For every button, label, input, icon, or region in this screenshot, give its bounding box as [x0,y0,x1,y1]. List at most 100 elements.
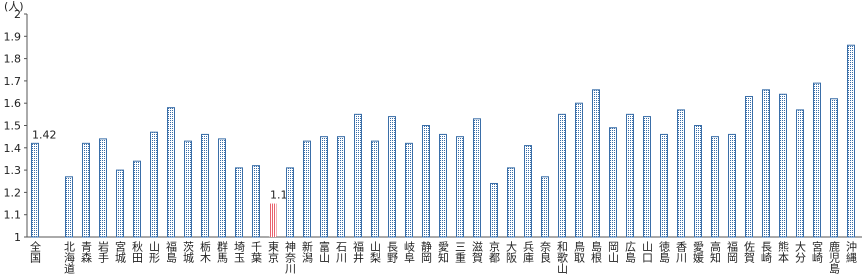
x-tick-label: 北海道 [63,241,76,274]
y-tick-label: 1.2 [4,186,22,199]
bar [592,89,600,238]
x-tick-label: 青森 [80,241,93,264]
x-tick-label: 大分 [794,240,807,263]
y-tick-label: 1.9 [4,30,22,43]
bar [677,109,685,238]
x-tick-label: 大阪 [505,240,518,264]
bar [524,145,532,238]
x-tick-label: 秋田 [131,240,144,263]
x-tick-label: 福井 [352,240,365,264]
x-tick-label: 高知 [709,240,722,264]
x-tick-label: 山口 [641,241,654,263]
x-tick-label: 岡山 [607,241,620,263]
bar [694,125,702,238]
bar [456,136,464,238]
bar [847,44,855,238]
x-tick-label: 愛知 [437,241,450,264]
bar [150,131,158,238]
bar [167,107,175,238]
y-tick-label: 1 [14,231,21,244]
bar [422,125,430,238]
y-axis-label: (人) [4,0,24,13]
x-tick-label: 群馬 [216,240,229,264]
x-tick-label: 岩手 [97,240,110,264]
bar [609,127,617,238]
x-tick-label: 三重 [454,241,467,263]
bar [745,96,753,238]
bar [558,113,566,238]
bar [218,138,226,238]
bar [99,138,107,238]
x-tick-label: 長野 [386,241,399,263]
y-tick-label: 1.4 [4,142,22,155]
x-tick-label: 鳥取 [573,240,586,264]
x-tick-label: 茨城 [182,240,195,263]
bar [473,118,481,238]
data-label: 1.42 [32,128,57,141]
bar [201,133,209,238]
bar [31,142,39,238]
bar [65,176,73,238]
x-tick-label: 石川 [335,241,348,263]
y-tick-label: 1.8 [4,53,22,66]
bar [762,89,770,238]
x-tick-label: 新潟 [301,240,314,264]
bar [354,113,362,238]
x-tick-label: 東京 [267,241,280,264]
y-tick-label: 1.3 [4,164,22,177]
x-tick-label: 奈良 [539,240,552,264]
x-tick-label: 沖縄 [845,241,858,263]
x-tick-label: 京都 [488,240,501,263]
bar [82,142,90,238]
x-tick-label: 鹿児島 [828,240,841,275]
bar [507,167,515,238]
x-tick-label: 熊本 [777,240,790,264]
x-tick-label: 静岡 [420,240,433,264]
y-tick-label: 1.7 [4,75,22,88]
bar [796,109,804,238]
bar [830,98,838,238]
bar [575,102,583,238]
bar [286,167,294,238]
x-tick-label: 岐阜 [403,241,416,264]
x-tick-label: 埼玉 [233,240,246,263]
bar [405,142,413,238]
bar [337,136,345,238]
x-tick-label: 福島 [165,240,178,264]
bar [711,136,719,238]
y-tick-label: 1.5 [4,120,22,133]
bar [643,116,651,238]
bar [235,167,243,238]
bar [388,116,396,238]
x-tick-label: 滋賀 [471,241,484,264]
x-tick-label: 広島 [624,241,637,264]
bar [626,113,634,238]
bar [490,182,498,238]
x-tick-label: 全国 [29,240,42,264]
x-tick-label: 和歌山 [556,241,569,274]
y-tick-label: 1.1 [4,209,22,222]
y-tick-label: 1.6 [4,97,22,110]
bar [116,169,124,238]
x-tick-label: 神奈川 [284,240,297,274]
x-tick-label: 佐賀 [743,240,756,264]
bar [779,93,787,238]
bar [269,203,277,237]
bar [303,140,311,238]
bar [371,140,379,238]
x-tick-label: 徳島 [658,241,671,264]
bar [320,136,328,238]
x-tick-label: 山形 [148,241,161,264]
x-tick-label: 千葉 [250,241,263,263]
x-tick-label: 宮崎 [811,240,824,263]
bar [252,165,260,238]
bar [660,133,668,238]
x-tick-label: 長崎 [760,241,773,263]
bar [133,160,141,238]
bar [541,176,549,238]
x-tick-label: 兵庫 [522,241,535,264]
x-tick-label: 宮城 [114,240,127,263]
y-tick-label: 2 [14,8,21,21]
x-tick-label: 栃木 [199,240,212,264]
